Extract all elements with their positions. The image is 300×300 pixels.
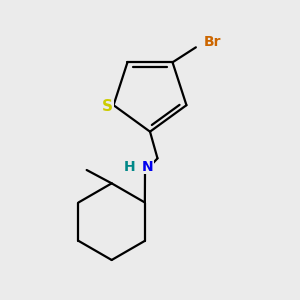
Text: S: S <box>102 99 113 114</box>
Text: N: N <box>142 160 154 174</box>
Text: Br: Br <box>204 35 222 49</box>
Text: H: H <box>124 160 136 174</box>
